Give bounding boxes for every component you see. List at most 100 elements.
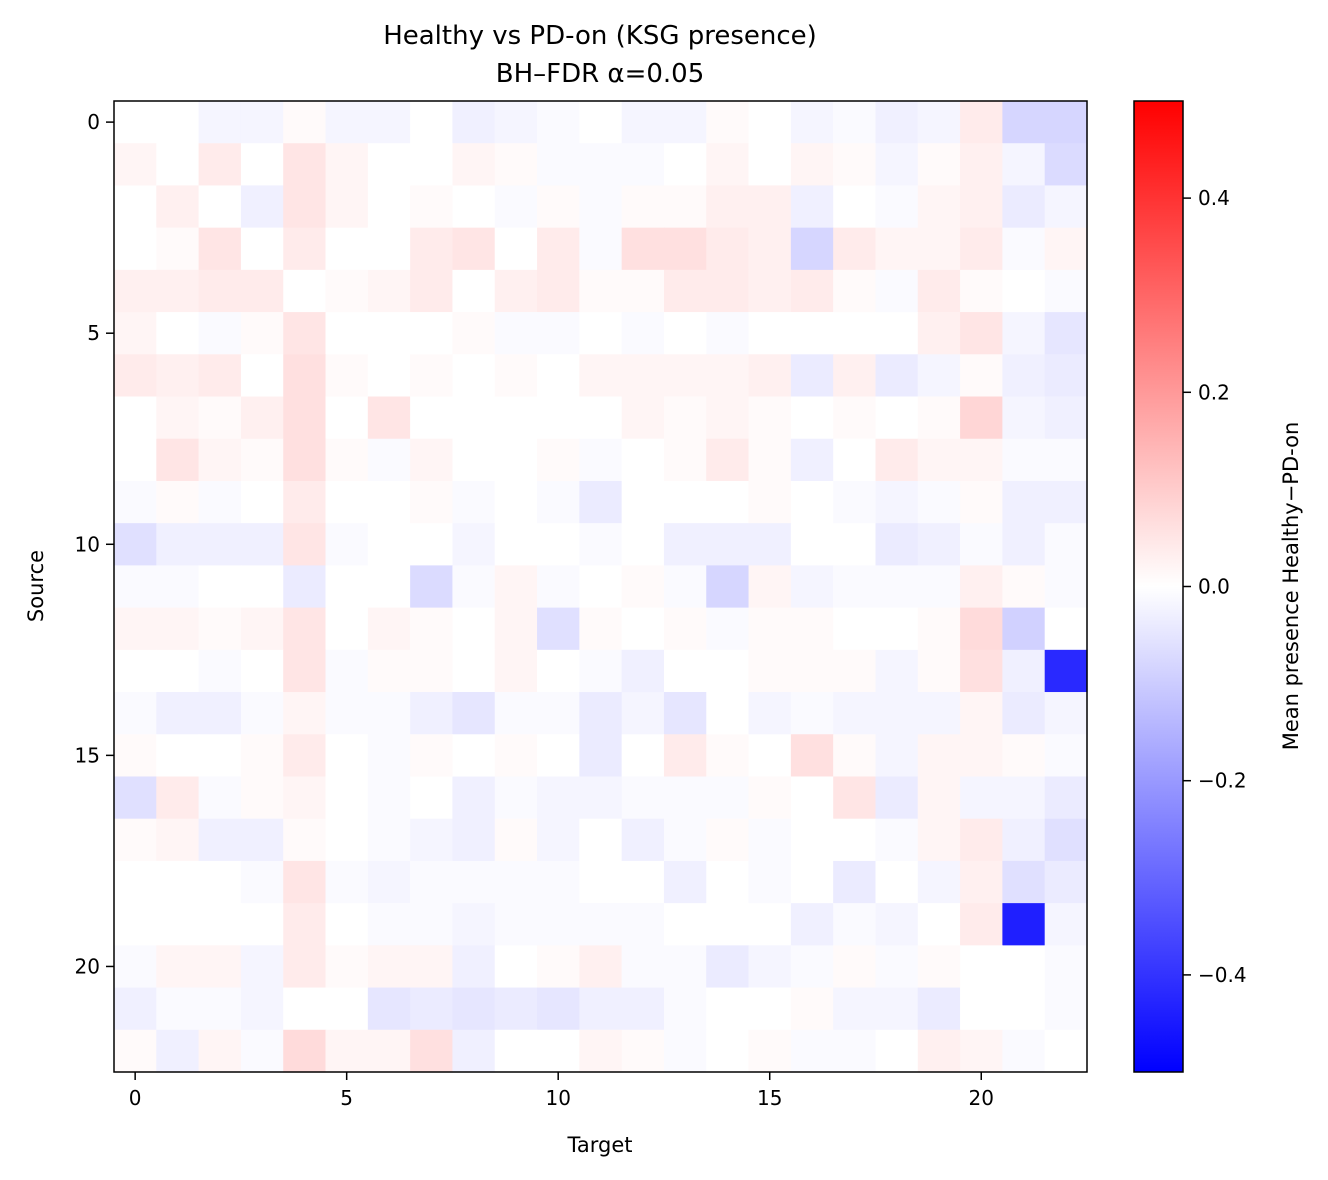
heatmap-cell: [198, 692, 242, 735]
heatmap-cell: [790, 945, 834, 989]
heatmap-cell: [537, 649, 580, 693]
heatmap-cell: [748, 860, 792, 904]
heatmap-cell: [706, 860, 750, 904]
heatmap-cell: [198, 607, 242, 651]
heatmap-cell: [875, 185, 919, 229]
heatmap-cell: [706, 354, 750, 398]
heatmap-cell: [917, 227, 961, 271]
heatmap-cell: [156, 101, 200, 144]
heatmap-cell: [706, 396, 750, 440]
heatmap-cell: [748, 101, 792, 144]
heatmap-cell: [240, 776, 284, 820]
heatmap-cell: [579, 565, 623, 609]
heatmap-cell: [410, 565, 454, 609]
y-tick-label: 15: [75, 743, 100, 767]
heatmap-cell: [833, 1029, 877, 1073]
heatmap-cell: [579, 903, 623, 946]
heatmap-cell: [325, 565, 369, 609]
heatmap-cell: [621, 312, 665, 355]
heatmap-cell: [156, 269, 200, 313]
heatmap-cell: [790, 734, 834, 778]
heatmap-cell: [917, 396, 961, 440]
heatmap-cell: [240, 734, 284, 778]
heatmap-cell: [240, 903, 284, 946]
heatmap-cell: [875, 396, 919, 440]
heatmap-cell: [494, 523, 538, 566]
heatmap-cell: [156, 818, 200, 862]
heatmap-cell: [1002, 185, 1046, 229]
heatmap-cell: [114, 312, 157, 355]
heatmap-cell: [494, 312, 538, 355]
heatmap-cell: [156, 776, 200, 820]
heatmap-cell: [537, 185, 580, 229]
heatmap-cell: [537, 1029, 580, 1073]
heatmap-cell: [748, 269, 792, 313]
heatmap-cell: [748, 523, 792, 566]
heatmap-cell: [833, 101, 877, 144]
heatmap-cell: [367, 101, 411, 144]
heatmap-cell: [579, 480, 623, 524]
heatmap-cell: [1044, 269, 1088, 313]
heatmap-cell: [156, 438, 200, 482]
heatmap-cell: [917, 523, 961, 566]
heatmap-cell: [325, 987, 369, 1031]
heatmap-cell: [325, 649, 369, 693]
heatmap-cell: [156, 860, 200, 904]
heatmap-cell: [325, 354, 369, 398]
heatmap-cell: [706, 1029, 750, 1073]
heatmap-cell: [875, 523, 919, 566]
heatmap-cell: [325, 312, 369, 355]
heatmap-cell: [198, 860, 242, 904]
heatmap-cell: [748, 945, 792, 989]
heatmap-cell: [198, 818, 242, 862]
heatmap-cell: [114, 523, 157, 566]
heatmap-cell: [833, 523, 877, 566]
heatmap-cell: [790, 607, 834, 651]
heatmap-cell: [240, 607, 284, 651]
heatmap-cell: [325, 523, 369, 566]
heatmap-cell: [240, 1029, 284, 1073]
heatmap-cell: [833, 734, 877, 778]
heatmap-cell: [875, 143, 919, 187]
heatmap-cell: [917, 649, 961, 693]
heatmap-cell: [114, 480, 157, 524]
heatmap-cell: [537, 312, 580, 355]
heatmap-cell: [283, 860, 327, 904]
heatmap-cell: [875, 269, 919, 313]
heatmap-cell: [748, 1029, 792, 1073]
heatmap-cell: [875, 607, 919, 651]
heatmap-cell: [917, 903, 961, 946]
heatmap-cell: [663, 903, 707, 946]
heatmap-cell: [917, 776, 961, 820]
heatmap-cell: [1002, 945, 1046, 989]
heatmap-cell: [663, 269, 707, 313]
heatmap-cell: [1002, 776, 1046, 820]
x-axis-ticks: 0 5 10 15 20: [129, 1072, 994, 1110]
heatmap-cell: [367, 903, 411, 946]
heatmap-cell: [960, 903, 1003, 946]
heatmap-cell: [748, 776, 792, 820]
heatmap-cell: [579, 607, 623, 651]
heatmap-cell: [1044, 101, 1088, 144]
heatmap-cell: [790, 312, 834, 355]
heatmap-cell: [283, 903, 327, 946]
heatmap-cell: [706, 565, 750, 609]
heatmap-cell: [156, 396, 200, 440]
heatmap-cell: [452, 734, 496, 778]
heatmap-cell: [875, 903, 919, 946]
heatmap-cell: [833, 354, 877, 398]
heatmap-cell: [706, 227, 750, 271]
heatmap-cell: [198, 312, 242, 355]
heatmap-cell: [367, 734, 411, 778]
heatmap-cell: [198, 438, 242, 482]
chart-subtitle: BH–FDR α=0.05: [496, 59, 705, 89]
heatmap-cell: [198, 227, 242, 271]
heatmap-cell: [198, 101, 242, 144]
heatmap-cell: [240, 227, 284, 271]
heatmap-cell: [367, 269, 411, 313]
heatmap-cell: [960, 692, 1003, 735]
heatmap-cell: [494, 101, 538, 144]
heatmap-cell: [198, 396, 242, 440]
heatmap-cell: [452, 987, 496, 1031]
heatmap-cell: [410, 269, 454, 313]
